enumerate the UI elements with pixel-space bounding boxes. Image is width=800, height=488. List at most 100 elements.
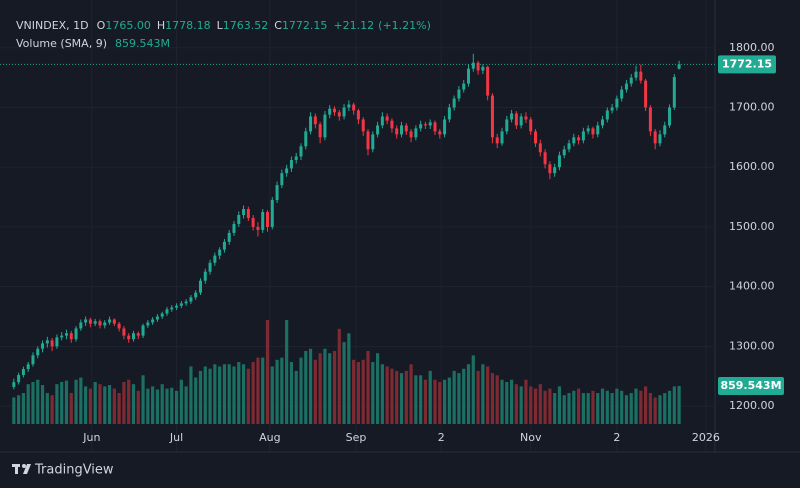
volume-bar	[31, 381, 35, 424]
x-tick-label: 2	[438, 431, 445, 444]
volume-bar	[55, 384, 59, 424]
candle-body	[213, 255, 217, 263]
volume-bar	[447, 377, 451, 424]
volume-bar	[620, 390, 624, 424]
candle-body	[151, 319, 155, 323]
candle-body	[562, 149, 566, 156]
x-tick-label: Jun	[82, 431, 100, 444]
volume-bar	[658, 395, 662, 424]
candle-body	[127, 335, 131, 340]
volume-bar	[203, 366, 207, 424]
volume-bar	[576, 388, 581, 424]
volume-bar	[509, 379, 514, 424]
candle-body	[395, 128, 399, 135]
candle-body	[208, 262, 212, 272]
candle-body	[481, 66, 485, 71]
volume-bar	[136, 390, 140, 424]
candle-body	[462, 83, 466, 90]
candle-body	[17, 375, 21, 383]
volume-bar	[93, 381, 97, 424]
volume-bar	[74, 379, 78, 424]
volume-bar	[251, 362, 255, 424]
candle-body	[447, 107, 451, 120]
volume-bar	[213, 364, 217, 424]
volume-bar	[452, 370, 456, 424]
candle-body	[380, 116, 384, 126]
candle-body	[242, 209, 246, 215]
candle-body	[328, 108, 332, 115]
volume-bar	[572, 390, 576, 424]
candle-body	[596, 125, 600, 135]
candle-body	[543, 152, 547, 165]
candle-body	[414, 128, 418, 138]
candle-body	[476, 62, 480, 71]
candle-body	[337, 112, 341, 117]
candle-body	[409, 131, 413, 138]
volume-bar	[64, 380, 69, 424]
candle-body	[510, 113, 514, 120]
candle-body	[333, 108, 337, 113]
field-value: 1772.15	[282, 19, 328, 32]
volume-bar	[514, 384, 518, 424]
candle-body	[538, 143, 542, 153]
candle-body	[74, 328, 78, 340]
candle-body	[122, 328, 126, 336]
candle-body	[423, 124, 427, 126]
volume-bar	[466, 364, 471, 424]
candle-body	[280, 173, 284, 186]
volume-bar	[371, 362, 375, 424]
volume-bar	[395, 370, 399, 424]
candle-body	[175, 305, 179, 308]
candle-body	[572, 137, 576, 144]
candle-body	[227, 232, 231, 242]
candle-body	[486, 66, 490, 96]
volume-bar	[667, 390, 672, 424]
volume-bar	[241, 364, 246, 424]
candle-body	[615, 98, 619, 108]
brand: TradingView	[34, 463, 114, 478]
candle-body	[586, 128, 590, 132]
volume-bar	[380, 364, 384, 424]
volume-bar	[553, 393, 557, 424]
volume-bar	[332, 350, 337, 424]
volume-bar	[629, 393, 633, 424]
candle-body	[648, 107, 652, 132]
candle-body	[232, 223, 236, 233]
candle-body	[93, 321, 97, 324]
candle-body	[356, 110, 360, 120]
volume-bar	[313, 359, 317, 424]
volume-bar	[428, 370, 432, 424]
candle-body	[84, 319, 88, 323]
candle-body	[529, 119, 533, 132]
candle-body	[165, 309, 169, 314]
volume-bar	[653, 397, 657, 424]
candle-body	[112, 319, 116, 324]
candle-body	[390, 120, 394, 129]
candle-body	[624, 83, 628, 90]
volume-bar	[644, 386, 648, 424]
candle-body	[64, 333, 68, 336]
candle-body	[117, 323, 121, 329]
candle-body	[610, 107, 614, 111]
x-tick-label: 2	[613, 431, 620, 444]
volume-bar	[117, 393, 121, 424]
volume-bar	[17, 395, 21, 424]
volume-bar	[26, 384, 30, 424]
volume-bar	[265, 320, 270, 424]
candle-body	[433, 122, 437, 132]
candle-body	[313, 116, 317, 125]
volume-bar	[246, 368, 250, 424]
candle-body	[146, 322, 150, 326]
volume-bar	[208, 368, 212, 424]
volume-bar	[179, 379, 183, 424]
volume-bar	[304, 350, 308, 424]
field-value: 1765.00	[105, 19, 151, 32]
volume-bar	[404, 370, 408, 424]
volume-bar	[60, 381, 64, 424]
volume-bar	[500, 379, 504, 424]
volume-bar	[88, 388, 93, 424]
candle-body	[222, 241, 226, 250]
candle-body	[620, 89, 624, 99]
candle-body	[285, 168, 289, 174]
candle-body	[514, 113, 518, 126]
